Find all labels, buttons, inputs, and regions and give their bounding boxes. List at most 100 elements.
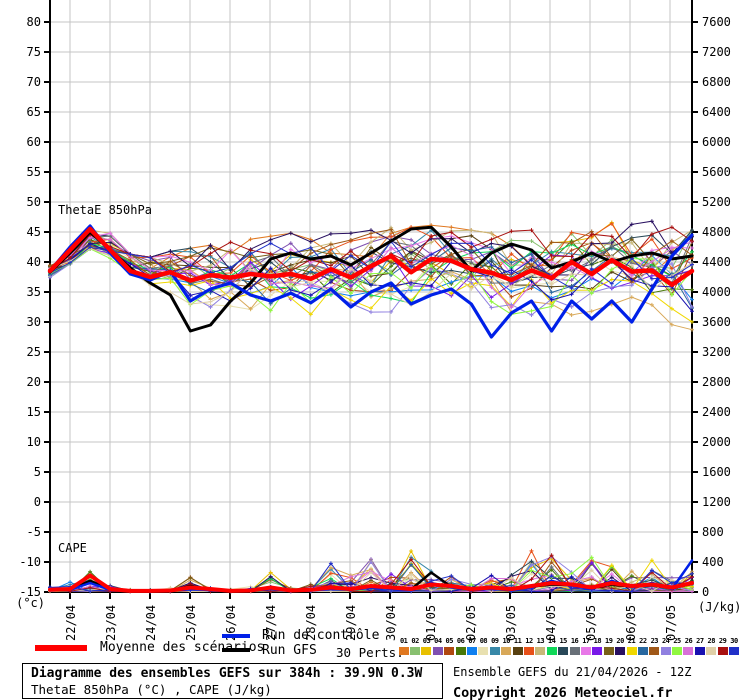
- pert-number: 11: [513, 637, 522, 645]
- footer-info-box: Diagramme des ensembles GEFS sur 384h : …: [22, 663, 443, 699]
- pert-legend-item: 02: [409, 637, 421, 655]
- pert-number: 25: [673, 637, 681, 645]
- y-axis-tick-label-left: -5: [27, 525, 41, 539]
- cape-chart-label: CAPE: [58, 541, 87, 555]
- pert-color-swatch: [421, 647, 432, 655]
- pert-color-swatch: [398, 647, 409, 655]
- pert-legend-item: 22: [637, 637, 648, 655]
- x-axis-tick-label: 02/05: [464, 605, 478, 641]
- x-axis-tick-label: 01/05: [424, 605, 438, 641]
- pert-color-swatch: [592, 647, 603, 655]
- y-axis-tick-label-right: 7200: [702, 45, 731, 59]
- legend-perts-label: 30 Perts.: [336, 645, 404, 660]
- pert-legend-item: 28: [706, 637, 717, 655]
- y-axis-tick-label-left: 80: [27, 15, 41, 29]
- x-axis-tick-label: 07/05: [664, 605, 678, 641]
- pert-number: 20: [616, 637, 624, 645]
- pert-color-swatch: [580, 647, 591, 655]
- pert-number: 15: [559, 637, 567, 645]
- y-axis-tick-label-right: 6800: [702, 75, 731, 89]
- pert-color-swatch: [546, 647, 557, 655]
- x-axis-tick-label: 26/04: [224, 605, 238, 641]
- pert-legend-item: 18: [592, 637, 603, 655]
- y-axis-tick-label-right: 800: [702, 525, 724, 539]
- run-info: Ensemble GEFS du 21/04/2026 - 12Z: [453, 665, 692, 679]
- pert-number: 05: [445, 637, 454, 645]
- pert-number: 09: [491, 637, 499, 645]
- pert-number: 06: [456, 637, 465, 645]
- pert-number: 19: [605, 637, 613, 645]
- y-axis-tick-label-right: 1200: [702, 495, 731, 509]
- pert-number: 26: [684, 637, 693, 645]
- y-axis-tick-label-left: 50: [27, 195, 41, 209]
- perts-legend: 01 02 03 04 05 06 07 08 09 10 11 12 13 14 15 16 17 18 19 20…: [398, 637, 740, 655]
- y-axis-tick-label-right: 2000: [702, 435, 731, 449]
- pert-legend-item: 11: [512, 637, 523, 655]
- pert-legend-item: 17: [580, 637, 591, 655]
- pert-color-swatch: [649, 647, 660, 655]
- pert-number: 27: [696, 637, 704, 645]
- y-axis-tick-label-left: 0: [34, 495, 41, 509]
- y-axis-tick-label-left: -10: [19, 555, 41, 569]
- x-axis-tick-label: 24/04: [144, 605, 158, 641]
- y-axis-tick-label-left: 30: [27, 315, 41, 329]
- pert-number: 07: [468, 637, 476, 645]
- pert-color-swatch: [478, 647, 489, 655]
- y-axis-tick-label-right: 0: [702, 585, 709, 599]
- y-axis-tick-label-right: 3200: [702, 345, 731, 359]
- pert-color-swatch: [729, 647, 740, 655]
- pert-number: 21: [627, 637, 636, 645]
- y-axis-tick-label-right: 400: [702, 555, 724, 569]
- pert-color-swatch: [706, 647, 717, 655]
- pert-number: 22: [639, 637, 647, 645]
- x-axis-tick-label: 23/04: [104, 605, 118, 641]
- pert-number: 24: [661, 637, 670, 645]
- pert-number: 28: [707, 637, 716, 645]
- pert-legend-item: 09: [489, 637, 500, 655]
- pert-color-swatch: [489, 647, 500, 655]
- x-axis-tick-label: 22/04: [64, 605, 78, 641]
- pert-legend-item: 06: [455, 637, 466, 655]
- y-axis-tick-label-left: 45: [27, 225, 41, 239]
- pert-color-swatch: [410, 647, 421, 655]
- pert-legend-item: 26: [683, 637, 694, 655]
- pert-number: 10: [502, 637, 510, 645]
- pert-legend-item: 03: [421, 637, 432, 655]
- footer-meta: Ensemble GEFS du 21/04/2026 - 12Z Copyri…: [453, 665, 691, 700]
- legend-control-label: Run de contrôle: [262, 628, 380, 643]
- gfs-line-swatch: [222, 648, 250, 652]
- pert-legend-item: 24: [660, 637, 671, 655]
- y-axis-tick-label-right: 5200: [702, 195, 731, 209]
- y-axis-tick-label-right: 1600: [702, 465, 731, 479]
- y-axis-tick-label-right: 5600: [702, 165, 731, 179]
- pert-number: 23: [650, 637, 659, 645]
- y-axis-tick-label-left: 75: [27, 45, 41, 59]
- pert-legend-item: 16: [569, 637, 580, 655]
- pert-legend-item: 15: [557, 637, 569, 655]
- y-axis-tick-label-left: 70: [27, 75, 41, 89]
- right-axis-unit: (J/kg): [698, 600, 740, 614]
- pert-color-swatch: [501, 647, 512, 655]
- y-axis-tick-label-left: 35: [27, 285, 41, 299]
- pert-number: 16: [570, 637, 579, 645]
- x-axis-tick-label: 06/05: [624, 605, 638, 641]
- y-axis-tick-label-right: 4400: [702, 255, 731, 269]
- pert-color-swatch: [683, 647, 694, 655]
- pert-legend-item: 21: [626, 637, 637, 655]
- pert-color-swatch: [558, 647, 569, 655]
- x-axis-tick-label: 25/04: [184, 605, 198, 641]
- pert-number: 17: [582, 637, 590, 645]
- thetae-mean-line: [47, 226, 695, 288]
- pert-legend-item: 19: [603, 637, 614, 655]
- pert-color-swatch: [672, 647, 683, 655]
- y-axis-tick-label-right: 7600: [702, 15, 731, 29]
- y-axis-tick-label-right: 4000: [702, 285, 731, 299]
- pert-color-swatch: [694, 647, 705, 655]
- pert-legend-item: 01: [398, 637, 409, 655]
- pert-color-swatch: [615, 647, 626, 655]
- diagram-subtitle: ThetaE 850hPa (°C) , CAPE (J/kg): [31, 682, 272, 697]
- pert-color-swatch: [444, 647, 455, 655]
- pert-legend-item: 08: [478, 637, 489, 655]
- pert-color-swatch: [467, 647, 478, 655]
